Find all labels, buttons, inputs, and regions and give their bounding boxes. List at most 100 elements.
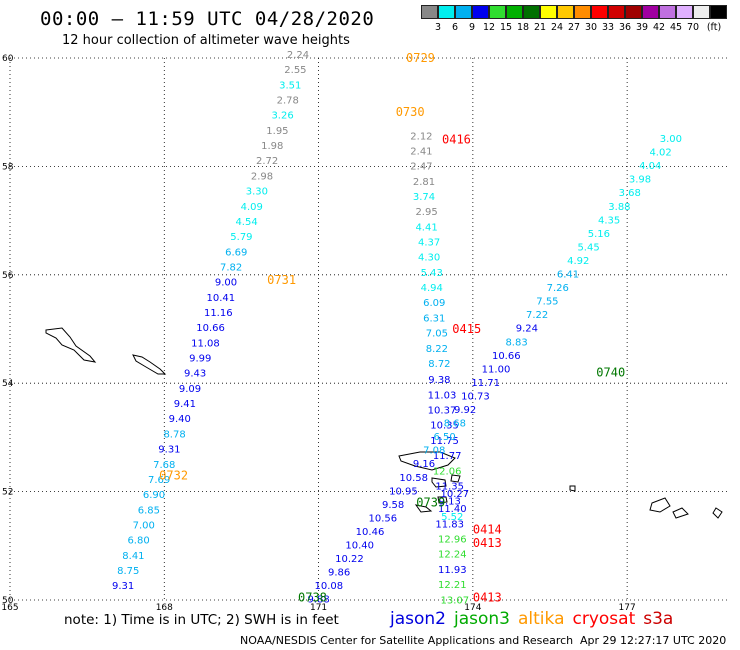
- lon-tick-label: 168: [156, 603, 173, 613]
- colorbar-swatch: [421, 5, 438, 19]
- colorbar-label: 45: [669, 22, 683, 33]
- credit-text: NOAA/NESDIS Center for Satellite Applica…: [240, 634, 574, 647]
- legend-entry: altika: [518, 609, 565, 629]
- wave-height-point: 10.95: [389, 486, 418, 497]
- wave-height-point: 2.47: [410, 162, 432, 173]
- lon-tick-label: 171: [310, 603, 327, 613]
- wave-height-point: 5.45: [577, 242, 599, 253]
- wave-height-point: 10.22: [335, 554, 364, 565]
- wave-height-point: 10.46: [356, 527, 385, 538]
- wave-height-point: 2.55: [284, 65, 306, 76]
- wave-height-point: 11.93: [438, 565, 467, 576]
- island-east-3: [712, 507, 723, 519]
- island-agattu: [132, 354, 167, 375]
- wave-height-point: 9.99: [189, 354, 211, 365]
- wave-height-point: 9.16: [413, 459, 435, 470]
- wave-height-point: 6.09: [423, 298, 445, 309]
- wave-height-point: 4.35: [598, 215, 620, 226]
- wave-height-point: 2.72: [256, 156, 278, 167]
- wave-height-point: 9.86: [328, 568, 350, 579]
- wave-height-point: 9.31: [112, 581, 134, 592]
- colorbar-label: 30: [584, 22, 598, 33]
- wave-height-point: 10.66: [492, 351, 521, 362]
- colorbar-swatch: [642, 5, 659, 19]
- wave-height-point: 7.22: [526, 310, 548, 321]
- wave-height-point: 10.73: [461, 391, 490, 402]
- colorbar-label: 9: [468, 22, 476, 33]
- wave-height-point: 4.09: [241, 202, 263, 213]
- wave-height-point: 5.43: [421, 268, 443, 279]
- wave-height-point: 12.24: [438, 550, 467, 561]
- wave-height-point: 5.52: [441, 512, 463, 523]
- wave-height-point: 8.22: [426, 344, 448, 355]
- wave-height-point: 12.06: [433, 466, 462, 477]
- colorbar-swatch: [455, 5, 472, 19]
- wave-height-point: 8.68: [444, 419, 466, 430]
- colorbar-label: 39: [635, 22, 649, 33]
- wave-height-point: 8.78: [163, 429, 185, 440]
- colorbar-label: 42: [652, 22, 666, 33]
- wave-height-point: 7.82: [220, 262, 242, 273]
- page-title: 00:00 – 11:59 UTC 04/28/2020: [40, 8, 375, 30]
- data-marks: 2.24 2.55 3.51 2.78 3.26 1.95 1.98 2.72 2.98 3.30…: [112, 50, 682, 606]
- pass-time-label: 0414: [473, 523, 502, 537]
- wave-height-point: 9.38: [428, 375, 450, 386]
- colorbar-swatch: [506, 5, 523, 19]
- wave-height-point: 2.95: [415, 207, 437, 218]
- wave-height-point: 8.75: [117, 566, 139, 577]
- colorbar-swatch: [557, 5, 574, 19]
- wave-height-point: 3.51: [279, 80, 301, 91]
- wave-height-point: 11.71: [471, 378, 500, 389]
- wave-height-point: 3.26: [271, 111, 293, 122]
- axis-labels: 50 52 54 56 58 60 165 168 171 174 177: [1, 54, 635, 613]
- island-small-1: [431, 477, 447, 488]
- wave-height-point: 11.03: [428, 390, 457, 401]
- wave-height-point: 8.41: [122, 551, 144, 562]
- wave-height-point: 12.96: [438, 535, 467, 546]
- colorbar-label: 12: [482, 22, 496, 33]
- lat-tick-label: 54: [2, 379, 14, 389]
- pass-time-label: 0731: [267, 273, 296, 287]
- island-small-3: [437, 496, 448, 504]
- wave-height-point: 7.68: [153, 460, 175, 471]
- wave-height-point: 10.58: [399, 473, 428, 484]
- wave-height-point: 4.54: [235, 217, 257, 228]
- time-labels: 0729073004160731041507400732073904140413…: [159, 51, 625, 604]
- island-east-2: [672, 507, 689, 519]
- wave-height-point: 7.55: [536, 297, 558, 308]
- island-rat-group: [450, 474, 461, 483]
- colorbar-label: 36: [618, 22, 632, 33]
- lon-tick-label: 174: [464, 603, 481, 613]
- pass-time-label: 0730: [396, 105, 425, 119]
- island-kiska: [398, 451, 456, 471]
- colorbar-label: 6: [451, 22, 459, 33]
- colorbar-label: 27: [567, 22, 581, 33]
- wave-height-point: 10.66: [196, 323, 225, 334]
- island-small-2: [414, 504, 433, 513]
- wave-height-point: 10.27: [441, 489, 470, 500]
- wave-height-point: 3.30: [246, 187, 268, 198]
- lat-tick-label: 52: [2, 488, 13, 498]
- pass-time-label: 0732: [159, 468, 188, 482]
- pass-time-label: 0740: [596, 365, 625, 379]
- wave-height-point: 7.26: [547, 283, 569, 294]
- island-attu: [45, 327, 97, 363]
- wave-height-point: 7.08: [423, 446, 445, 457]
- wave-height-point: 4.41: [415, 222, 437, 233]
- colorbar-label: 70: [686, 22, 700, 33]
- lat-tick-label: 60: [2, 54, 14, 64]
- colorbar-swatch: [710, 5, 727, 19]
- wave-height-point: 4.92: [567, 256, 589, 267]
- wave-height-point: 4.37: [418, 238, 440, 249]
- wave-height-point: 2.41: [410, 146, 432, 157]
- wave-height-point: 10.35: [430, 421, 459, 432]
- colorbar-swatch: [608, 5, 625, 19]
- wave-height-point: 9.58: [382, 500, 404, 511]
- wave-height-point: 6.69: [225, 247, 247, 258]
- wave-height-point: 4.04: [639, 161, 661, 172]
- wave-height-point: 13.07: [441, 595, 470, 606]
- colorbar-swatch: [574, 5, 591, 19]
- colorbar-swatch: [625, 5, 642, 19]
- wave-height-point: 2.81: [413, 177, 435, 188]
